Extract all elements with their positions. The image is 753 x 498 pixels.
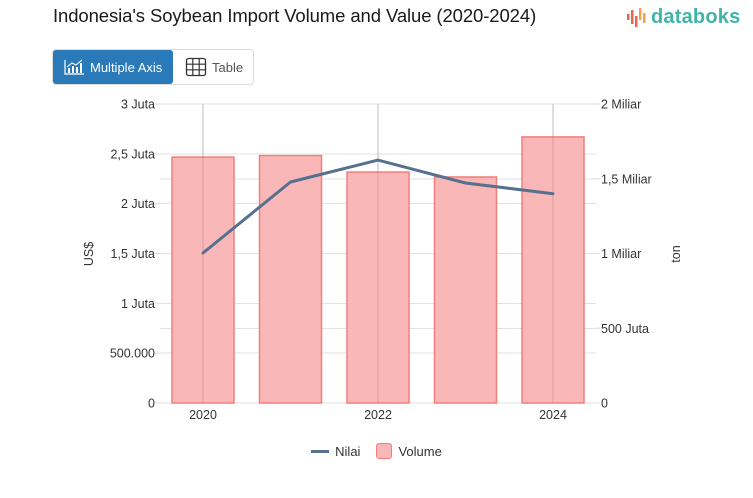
left-axis-ticks: 0 500.000 1 Juta 1,5 Juta 2 Juta 2,5 Juta 3 Ju… <box>110 98 160 411</box>
table-button[interactable]: Table <box>173 50 243 84</box>
nilai-line <box>201 158 555 255</box>
volume-bar-2022[interactable] <box>346 171 410 404</box>
volume-bar-2024[interactable] <box>521 136 585 404</box>
left-axis-title: US$ <box>82 242 96 266</box>
right-axis-title: ton <box>669 245 683 262</box>
x-axis-ticks: 2020 2022 2024 <box>189 408 567 422</box>
multi-axis-chart-icon <box>63 58 85 76</box>
combo-chart: 0 500.000 1 Juta 1,5 Juta 2 Juta 2,5 Juta 3 Ju… <box>82 98 683 423</box>
svg-text:1,5 Miliar: 1,5 Miliar <box>601 172 652 186</box>
multiple-axis-button[interactable]: Multiple Axis <box>53 50 173 84</box>
table-grid-icon <box>185 57 207 77</box>
table-label: Table <box>212 59 244 75</box>
svg-text:1 Juta: 1 Juta <box>121 297 155 311</box>
volume-bars <box>171 136 585 404</box>
svg-text:2,5 Juta: 2,5 Juta <box>111 147 156 161</box>
svg-text:1,5 Juta: 1,5 Juta <box>111 247 156 261</box>
chart-title: Indonesia's Soybean Import Volume and Va… <box>53 5 537 26</box>
svg-text:0: 0 <box>601 397 608 411</box>
legend-item-nilai[interactable]: Nilai <box>311 444 360 459</box>
svg-text:2024: 2024 <box>539 408 567 422</box>
bar-signal-icon <box>627 7 646 27</box>
legend-item-volume[interactable]: Volume <box>376 443 442 459</box>
volume-bar-2021[interactable] <box>258 154 323 404</box>
svg-text:500 Juta: 500 Juta <box>601 322 649 336</box>
svg-text:2 Juta: 2 Juta <box>121 197 155 211</box>
multiple-axis-label: Multiple Axis <box>90 59 163 75</box>
logo-text: databoks <box>651 6 741 28</box>
chart-legend: Nilai Volume <box>0 443 753 459</box>
svg-text:500.000: 500.000 <box>110 347 155 361</box>
svg-text:2022: 2022 <box>364 408 392 422</box>
svg-text:2020: 2020 <box>189 408 217 422</box>
databoks-logo[interactable]: databoks <box>626 6 740 29</box>
svg-text:3 Juta: 3 Juta <box>121 98 155 112</box>
right-axis-ticks: 0 500 Juta 1 Miliar 1,5 Miliar 2 Miliar <box>595 98 652 411</box>
line-swatch-icon <box>311 449 330 453</box>
volume-bar-2023[interactable] <box>433 176 498 404</box>
legend-label-nilai: Nilai <box>335 443 361 459</box>
legend-label-volume: Volume <box>398 443 442 459</box>
box-swatch-icon <box>376 443 393 459</box>
view-toolbar: Multiple Axis Table <box>52 49 254 85</box>
volume-bar-2020[interactable] <box>171 156 235 404</box>
svg-text:2 Miliar: 2 Miliar <box>601 98 641 112</box>
svg-text:1 Miliar: 1 Miliar <box>601 247 641 261</box>
svg-text:0: 0 <box>148 397 155 411</box>
